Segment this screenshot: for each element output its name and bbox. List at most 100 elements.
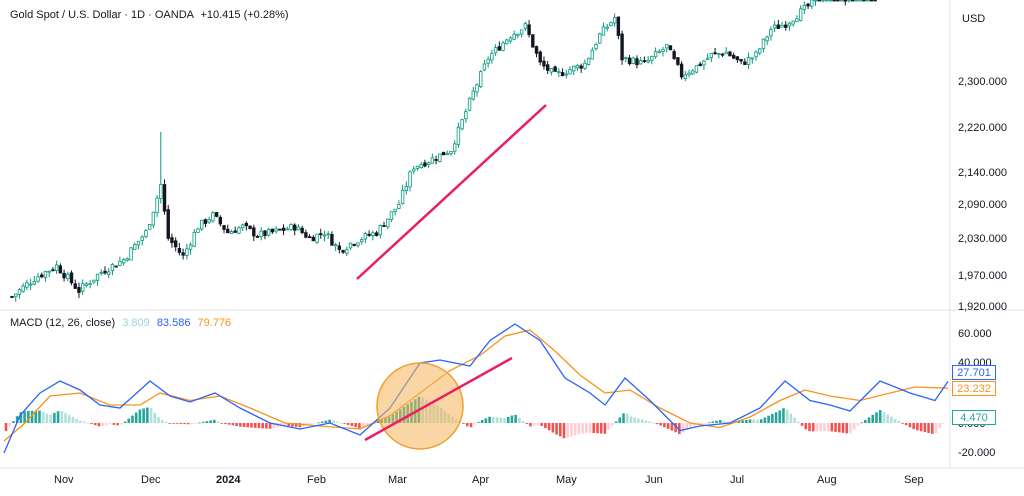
histogram-bar — [871, 414, 875, 423]
price-tick: 2,090.000 — [958, 199, 1007, 211]
candle-body — [679, 63, 684, 78]
candle-body — [545, 64, 550, 71]
candle-body — [144, 230, 148, 237]
candle-body — [211, 212, 215, 222]
histogram-bar — [752, 419, 756, 423]
candle-body — [691, 70, 695, 75]
candle-body — [345, 249, 349, 254]
candle-body — [185, 248, 189, 256]
candle-body — [307, 236, 312, 239]
histogram-bar — [484, 418, 488, 423]
histogram-bar — [860, 422, 863, 424]
histogram-bar — [592, 423, 596, 433]
candle-body — [527, 24, 531, 36]
price-trendline[interactable] — [356, 104, 547, 280]
candle-body — [229, 231, 234, 235]
candle-body — [464, 111, 468, 120]
candle-body — [255, 236, 260, 238]
candle-body — [772, 24, 777, 29]
histogram-bar — [495, 417, 499, 423]
candle-body — [244, 222, 249, 227]
histogram-bar — [239, 423, 242, 427]
histogram-bar — [149, 408, 153, 423]
histogram-bar — [778, 410, 782, 423]
histogram-bar — [942, 423, 945, 424]
histogram-bar — [190, 423, 194, 424]
candle-body — [661, 49, 665, 52]
histogram-bar — [529, 423, 532, 427]
candle-body — [289, 224, 293, 230]
candle-body — [47, 270, 51, 273]
histogram-bar — [56, 411, 60, 423]
candle-body — [95, 273, 100, 281]
time-label: Dec — [141, 474, 161, 486]
candle-body — [110, 263, 115, 271]
candle-body — [133, 244, 137, 250]
histogram-bar — [923, 423, 927, 433]
candle-body — [817, 0, 821, 2]
histogram-bar — [120, 423, 123, 425]
candle-body — [575, 64, 580, 69]
histogram-bar — [637, 418, 640, 423]
currency-label[interactable]: USD — [962, 13, 986, 25]
candle-body — [471, 90, 475, 100]
histogram-bar — [596, 423, 599, 434]
candle-body — [103, 270, 107, 274]
candle-body — [847, 0, 851, 2]
macd-legend[interactable]: MACD (12, 26, close) 3.809 83.586 79.776 — [10, 317, 231, 329]
candle-body — [594, 43, 598, 50]
time-label: Feb — [307, 474, 326, 486]
histogram-bar — [890, 416, 893, 423]
histogram-bar — [622, 413, 625, 423]
histogram-bar — [220, 423, 224, 424]
crossover-highlight-circle[interactable] — [376, 362, 464, 450]
candle-body — [99, 271, 103, 274]
price-axis[interactable]: 2,300.000 2,220.000 2,140.000 2,090.000 … — [958, 76, 1007, 313]
time-label: Jul — [730, 474, 744, 486]
candle-body — [583, 62, 587, 69]
histogram-bar — [849, 423, 852, 434]
candle-body — [490, 53, 494, 61]
histogram-bar — [164, 421, 168, 423]
candle-body — [780, 24, 784, 28]
histogram-bar — [172, 423, 175, 424]
candle-body — [240, 224, 245, 229]
candle-body — [203, 219, 208, 224]
histogram-bar — [64, 413, 67, 423]
histogram-bar — [737, 420, 741, 423]
candle-body — [553, 66, 557, 72]
histogram-bar — [804, 423, 808, 430]
histogram-bar — [704, 423, 707, 424]
candle-body — [374, 232, 379, 236]
candle-body — [486, 58, 490, 64]
histogram-bar — [666, 423, 670, 429]
histogram-bar — [261, 423, 264, 429]
time-axis[interactable]: Nov Dec 2024 Feb Mar Apr May Jun Jul Aug… — [54, 474, 924, 486]
candle-body — [519, 29, 524, 35]
candle-body — [717, 53, 721, 55]
candle-body — [166, 209, 170, 239]
candle-body — [226, 228, 230, 234]
candle-body — [791, 20, 795, 25]
candle-body — [188, 244, 193, 250]
candle-body — [21, 285, 25, 292]
histogram-bar — [320, 421, 324, 423]
histogram-bar — [15, 416, 19, 423]
histogram-bar — [882, 412, 886, 423]
symbol-title[interactable]: Gold Spot / U.S. Dollar · 1D · OANDA +10… — [10, 9, 289, 21]
candle-body — [579, 65, 583, 69]
histogram-bar — [726, 421, 729, 423]
histogram-bar — [811, 423, 815, 432]
histogram-bar — [815, 423, 819, 432]
candle-body — [32, 280, 37, 285]
candle-body — [586, 57, 591, 66]
histogram-bar — [570, 423, 573, 437]
candle-body — [426, 162, 431, 165]
candle-body — [293, 224, 297, 231]
histogram-bar — [283, 423, 287, 426]
candlestick-series[interactable] — [10, 0, 877, 302]
candle-body — [252, 227, 256, 237]
candle-body — [754, 51, 758, 58]
macd-trendline[interactable] — [364, 356, 513, 442]
